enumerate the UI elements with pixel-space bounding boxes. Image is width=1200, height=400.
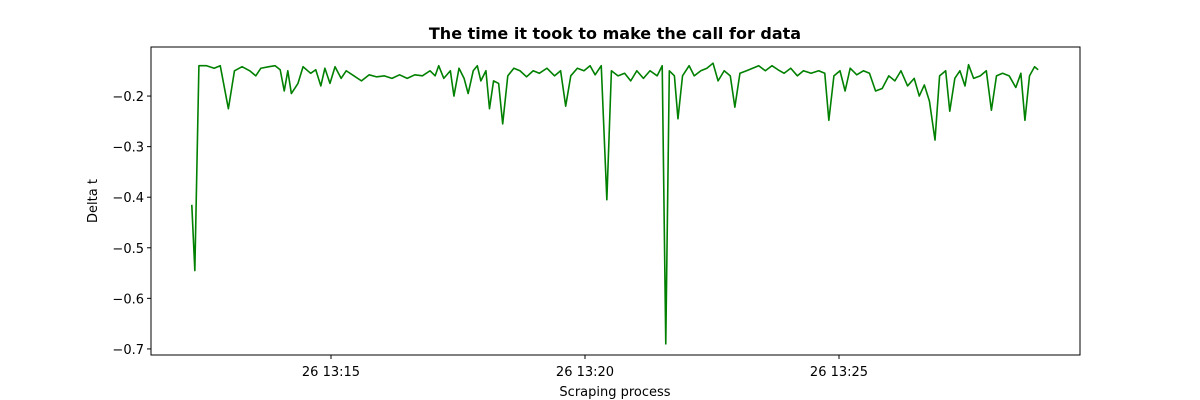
- y-tick-label: −0.5: [112, 242, 144, 257]
- y-tick-label: −0.4: [112, 191, 144, 206]
- x-tick-label: 26 13:25: [810, 365, 868, 380]
- y-tick-label: −0.6: [112, 292, 144, 307]
- x-axis-label: Scraping process: [559, 385, 670, 400]
- x-tick-label: 26 13:20: [556, 365, 614, 380]
- y-tick-label: −0.2: [112, 90, 144, 105]
- y-tick-label: −0.7: [112, 343, 144, 358]
- x-tick-label: 26 13:15: [302, 365, 360, 380]
- data-line: [190, 62, 1039, 345]
- y-axis-label: Delta t: [86, 179, 101, 223]
- y-tick-label: −0.3: [112, 141, 144, 156]
- chart-title: The time it took to make the call for da…: [429, 24, 801, 43]
- plot-frame: [150, 46, 1081, 356]
